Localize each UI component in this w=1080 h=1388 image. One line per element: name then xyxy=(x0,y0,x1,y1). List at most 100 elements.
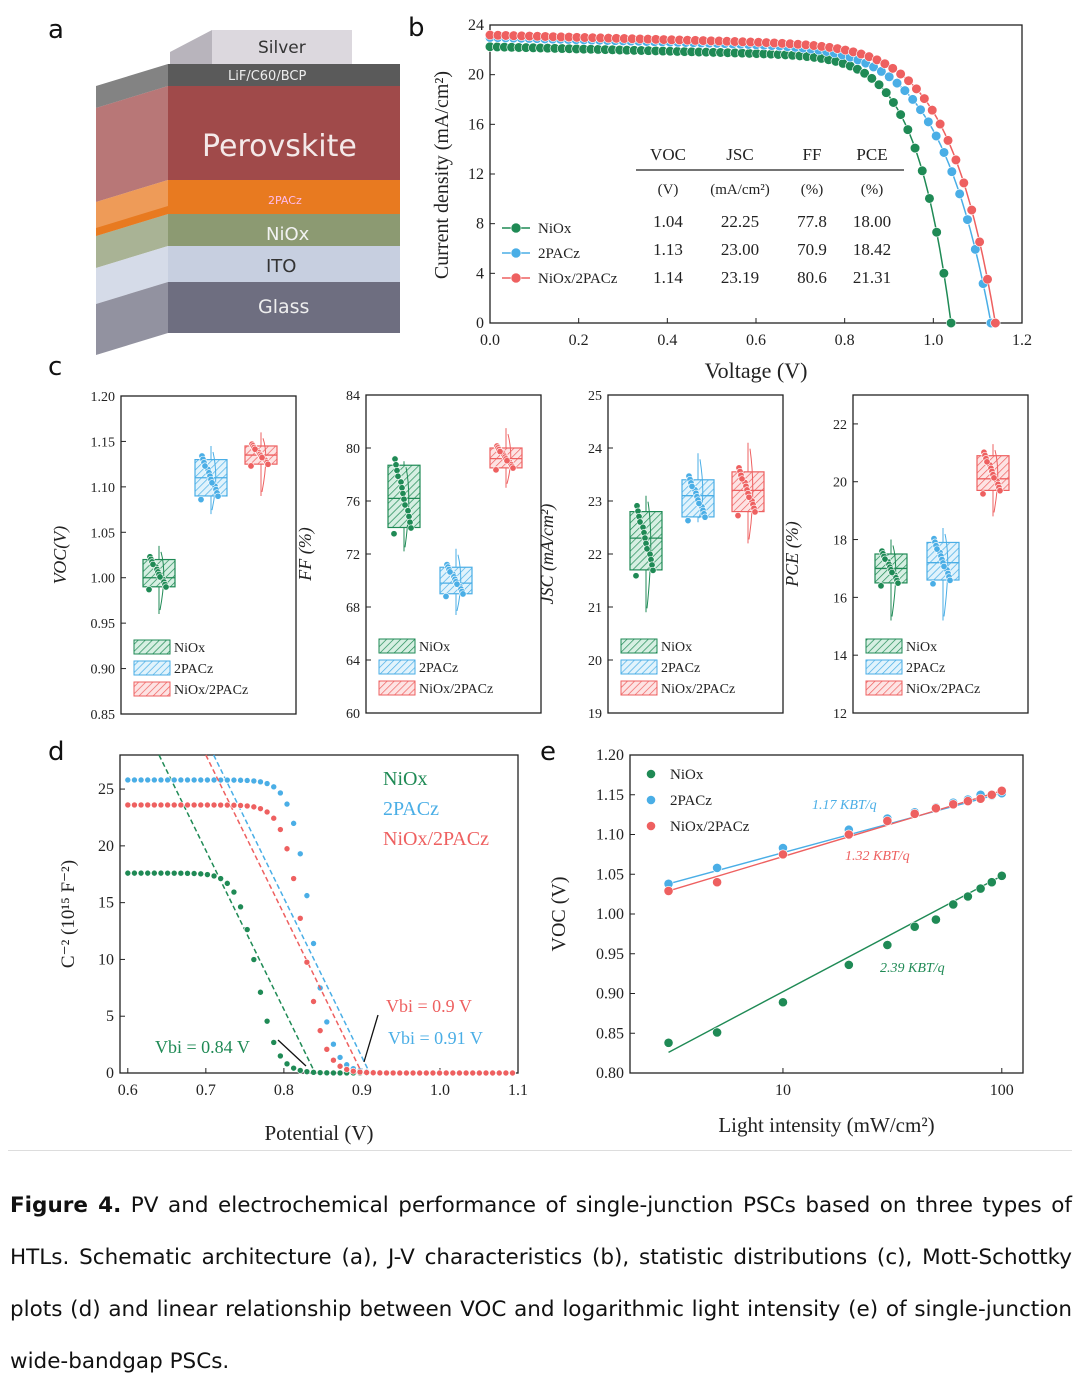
data-point xyxy=(894,579,902,587)
density-curve xyxy=(404,467,410,548)
y-tick-label: 25 xyxy=(98,781,114,798)
data-point xyxy=(164,869,171,877)
data-point xyxy=(456,1069,463,1077)
y-tick-label: 1.05 xyxy=(91,526,116,541)
data-point xyxy=(257,988,264,996)
data-point xyxy=(446,568,454,576)
data-point xyxy=(208,479,216,487)
legend-swatch xyxy=(865,638,903,654)
data-point xyxy=(931,227,942,238)
y-axis-label: Current density (mA/cm²) xyxy=(431,71,453,279)
data-point xyxy=(879,58,890,69)
table-cell: 80.6 xyxy=(797,268,827,287)
legend-swatch xyxy=(620,680,658,696)
data-point xyxy=(882,816,893,826)
data-point xyxy=(975,883,986,894)
data-point xyxy=(323,1069,331,1077)
data-point xyxy=(237,776,244,784)
data-point xyxy=(258,454,266,462)
legend-entry-0: NiOx xyxy=(174,641,205,656)
data-point xyxy=(843,829,854,840)
density-curve xyxy=(748,448,754,540)
x-tick-label: 0.7 xyxy=(196,1082,216,1099)
x-tick-label: 1.1 xyxy=(508,1082,528,1099)
data-point xyxy=(396,1069,404,1077)
data-point xyxy=(303,892,311,899)
caption-text: PV and electrochemical performance of si… xyxy=(10,1193,1072,1374)
y-tick-label: 1.10 xyxy=(91,481,116,496)
data-point xyxy=(251,445,259,453)
data-point xyxy=(882,940,893,950)
data-point xyxy=(403,1069,410,1077)
data-point xyxy=(290,1064,297,1072)
y-axis-label: VOC (V) xyxy=(548,877,570,952)
data-point xyxy=(502,1069,510,1077)
data-point xyxy=(416,1069,423,1077)
figure-4: a b c d e Silver LiF/C60/BCP Perovskite 2PACz NiO… xyxy=(48,13,1032,1145)
legend-swatch xyxy=(133,639,171,655)
data-point xyxy=(137,776,145,784)
caption-separator xyxy=(8,1150,1072,1151)
data-point xyxy=(962,891,973,902)
y-tick-label: 1.00 xyxy=(596,906,624,923)
data-point xyxy=(164,776,171,784)
data-point xyxy=(391,455,399,463)
layer-side-3 xyxy=(96,180,168,236)
legend-entry-0: NiOx xyxy=(383,768,427,790)
table-cell: 1.13 xyxy=(653,240,683,259)
data-point xyxy=(257,778,264,786)
y-tick-label: 23 xyxy=(588,495,602,510)
legend-entry-1: 2PACz xyxy=(661,661,700,676)
data-point xyxy=(449,1069,457,1077)
x-tick-label: 0.9 xyxy=(352,1082,372,1099)
data-point xyxy=(503,457,511,465)
data-point xyxy=(909,921,920,932)
table-cell: 18.00 xyxy=(853,212,891,231)
data-point xyxy=(881,555,889,563)
data-point xyxy=(197,496,205,504)
data-point xyxy=(170,776,178,784)
legend-entry-0: NiOx xyxy=(906,640,937,655)
table-unit-3: (%) xyxy=(861,182,884,198)
data-point xyxy=(734,512,742,520)
legend-entry-1: 2PACz xyxy=(174,662,213,677)
data-point xyxy=(177,776,185,784)
data-point xyxy=(509,1069,516,1077)
data-point xyxy=(962,214,973,225)
layer-side-5 xyxy=(96,246,168,304)
axis-frame xyxy=(120,395,297,715)
data-point xyxy=(663,1037,674,1048)
y-tick-label: 5 xyxy=(106,1008,114,1025)
data-point xyxy=(986,789,997,800)
fit-line-2 xyxy=(668,790,1002,892)
data-point xyxy=(911,83,922,94)
label-2pacz: 2PACz xyxy=(268,194,302,207)
x-tick-label: 1.2 xyxy=(1012,332,1032,349)
x-axis-label: Light intensity (mW/cm²) xyxy=(718,1113,934,1137)
data-point xyxy=(950,154,962,165)
legend-entry-0: NiOx xyxy=(661,640,692,655)
data-point xyxy=(453,580,461,588)
data-point xyxy=(144,869,152,877)
data-point xyxy=(210,776,218,784)
data-point xyxy=(290,875,297,882)
legend-swatch xyxy=(133,681,171,697)
table-cell: 23.19 xyxy=(721,268,759,287)
y-axis-label: VOC(V) xyxy=(50,526,71,584)
data-point xyxy=(701,513,709,521)
data-point xyxy=(958,177,969,188)
data-point xyxy=(982,274,993,285)
data-point xyxy=(156,573,164,581)
data-point xyxy=(712,862,722,873)
data-point xyxy=(230,801,238,809)
data-point xyxy=(363,1069,370,1076)
legend-swatch xyxy=(378,659,416,675)
table-cell: 77.8 xyxy=(797,212,827,231)
data-point xyxy=(974,236,985,247)
legend-entry-1: 2PACz xyxy=(383,798,439,820)
data-point xyxy=(157,776,165,784)
data-point xyxy=(144,776,152,784)
layer-6 xyxy=(168,282,400,333)
data-point xyxy=(243,777,251,784)
data-point xyxy=(164,801,171,809)
